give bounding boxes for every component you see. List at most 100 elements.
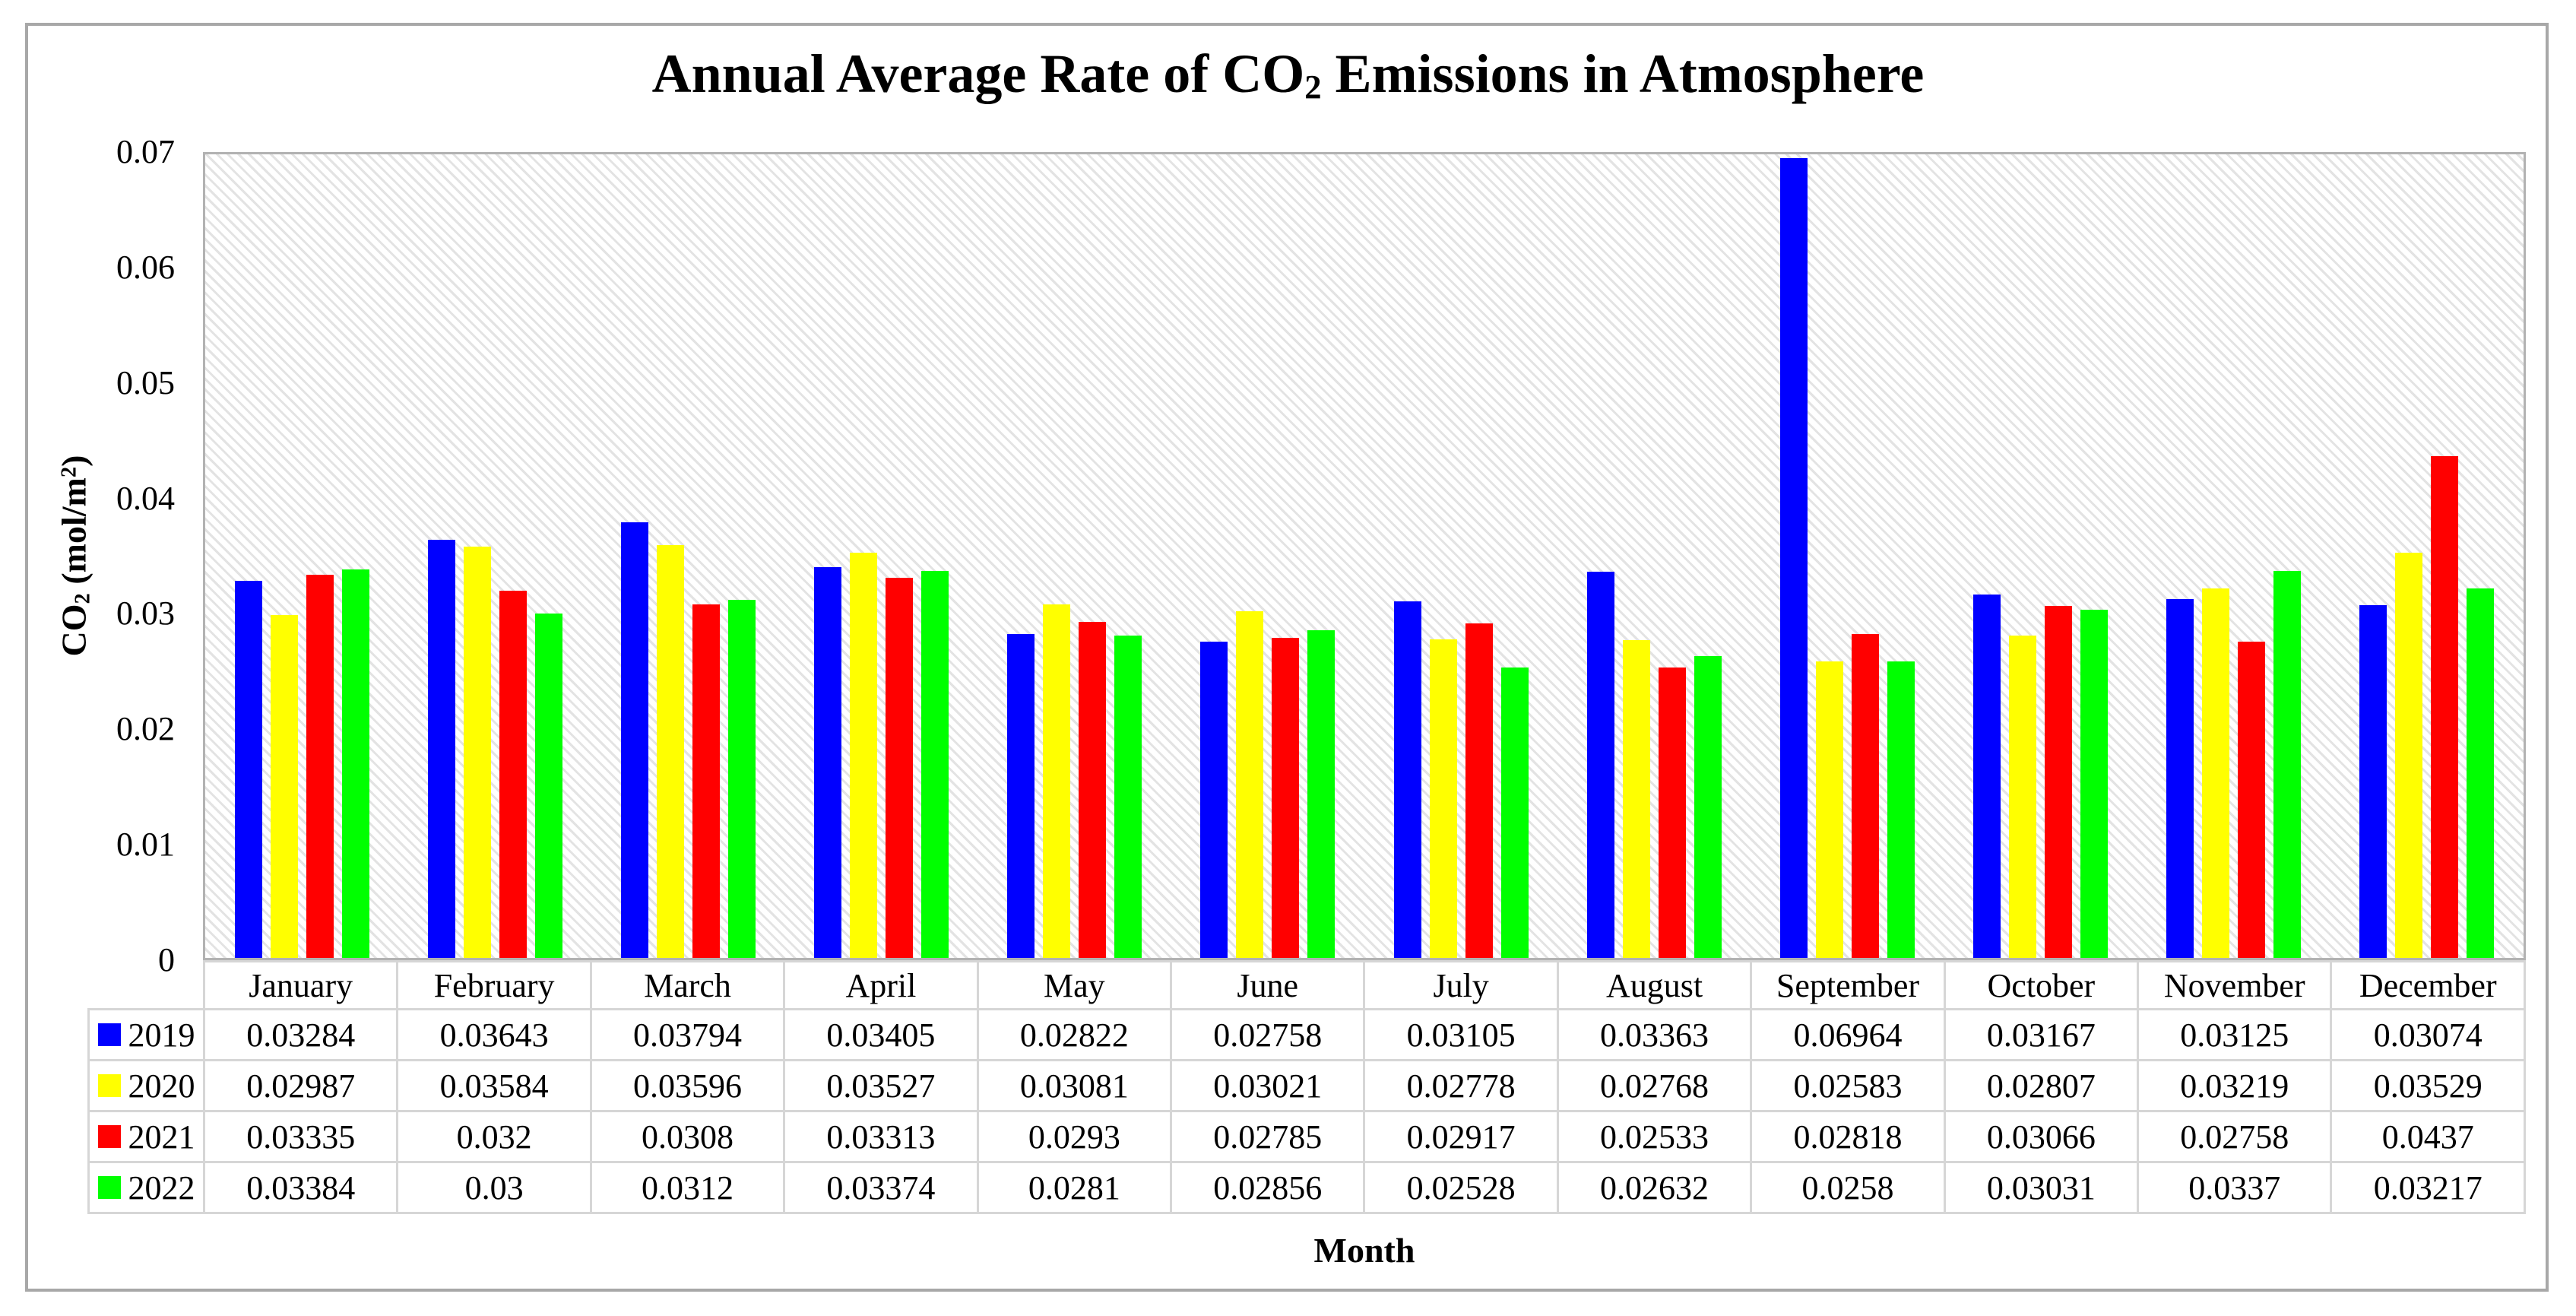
- data-table-body: January February March April May June July Augu…: [87, 960, 2526, 1214]
- bar-2022-december: [2467, 588, 2495, 958]
- bar-2020-february: [463, 546, 491, 958]
- value-cell: 0.032: [396, 1110, 592, 1163]
- bar-2021-august: [1658, 667, 1686, 958]
- bar-2021-october: [2045, 606, 2073, 958]
- value-cell: 0.0281: [976, 1161, 1173, 1214]
- bar-2019-july: [1393, 601, 1421, 958]
- bar-2019-may: [1007, 633, 1035, 958]
- bar-2021-september: [1851, 634, 1879, 958]
- year-key-wrap: 2019: [91, 1016, 202, 1054]
- value-cell: 0.03: [396, 1161, 592, 1214]
- value-cell: 0.03031: [1943, 1161, 2140, 1214]
- month-header-cell: December: [2330, 960, 2526, 1010]
- bar-2021-december: [2431, 456, 2459, 958]
- value-cell: 0.03105: [1363, 1008, 1559, 1061]
- bar-2021-june: [1272, 638, 1300, 958]
- bar-2022-september: [1887, 661, 1915, 958]
- y-axis-tick-label: 0.04: [116, 479, 175, 517]
- value-cell: 0.03527: [783, 1059, 979, 1112]
- bar-2019-november: [2166, 599, 2194, 958]
- value-cell: 0.02807: [1943, 1059, 2140, 1112]
- month-header-cell: April: [783, 960, 979, 1010]
- value-cell: 0.02917: [1363, 1110, 1559, 1163]
- value-cell: 0.03217: [2330, 1161, 2526, 1214]
- y-axis-tick-label: 0.01: [116, 826, 175, 864]
- y-axis-title-superscript: 2: [57, 466, 81, 478]
- month-header-row: January February March April May June July Augu…: [88, 960, 2526, 1010]
- bar-2020-april: [850, 553, 878, 958]
- value-cell: 0.03374: [783, 1161, 979, 1214]
- month-header-cell: July: [1363, 960, 1559, 1010]
- year-key-cell: 2021: [87, 1110, 205, 1163]
- value-cell: 0.03066: [1943, 1110, 2140, 1163]
- value-cell: 0.03081: [976, 1059, 1173, 1112]
- value-cell: 0.03284: [202, 1008, 399, 1061]
- bar-2020-may: [1043, 604, 1071, 958]
- bar-2021-february: [499, 590, 527, 958]
- year-key-cell: 2019: [87, 1008, 205, 1061]
- value-cell: 0.03313: [783, 1110, 979, 1163]
- year-label: 2022: [128, 1169, 195, 1207]
- value-cell: 0.06964: [1750, 1008, 1946, 1061]
- value-cell: 0.02533: [1556, 1110, 1753, 1163]
- series-row-2021: 2021 0.03335 0.032 0.0308 0.03313 0.0293 0.027…: [87, 1110, 2526, 1163]
- year-label: 2021: [128, 1118, 195, 1156]
- bar-2022-may: [1114, 635, 1142, 958]
- bar-2020-november: [2202, 588, 2230, 958]
- bar-2019-august: [1586, 572, 1614, 958]
- value-cell: 0.03405: [783, 1008, 979, 1061]
- x-axis-title: Month: [1313, 1231, 1415, 1270]
- bar-2022-june: [1307, 629, 1336, 958]
- bar-2021-may: [1079, 621, 1107, 958]
- bar-2021-march: [692, 604, 720, 958]
- bar-2019-september: [1779, 158, 1808, 958]
- value-cell: 0.02758: [2137, 1110, 2333, 1163]
- month-header-cell: March: [589, 960, 786, 1010]
- value-cell: 0.03584: [396, 1059, 592, 1112]
- bar-2019-december: [2359, 604, 2387, 958]
- bar-group-january: [205, 154, 398, 958]
- bar-2022-august: [1694, 655, 1722, 958]
- bar-2021-november: [2238, 641, 2266, 958]
- bar-group-april: [785, 154, 978, 958]
- bar-group-february: [398, 154, 591, 958]
- year-label: 2019: [128, 1016, 195, 1054]
- y-axis-tick-label: 0.07: [116, 133, 175, 170]
- bar-2022-march: [727, 599, 756, 958]
- month-header-cell: November: [2137, 960, 2333, 1010]
- value-cell: 0.0312: [589, 1161, 786, 1214]
- year-key-wrap: 2020: [91, 1067, 202, 1105]
- month-header-cell: June: [1170, 960, 1366, 1010]
- bar-2020-january: [270, 614, 298, 958]
- bar-2019-april: [814, 566, 842, 958]
- bar-2020-march: [656, 545, 684, 958]
- month-header-cell: February: [396, 960, 592, 1010]
- month-header-cell: May: [976, 960, 1173, 1010]
- series-row-2019: 2019 0.03284 0.03643 0.03794 0.03405 0.02822 0…: [87, 1008, 2526, 1061]
- bar-2022-january: [341, 569, 369, 958]
- plot-area: [203, 152, 2526, 960]
- value-cell: 0.02583: [1750, 1059, 1946, 1112]
- value-cell: 0.02856: [1170, 1161, 1366, 1214]
- value-cell: 0.03384: [202, 1161, 399, 1214]
- legend-swatch-2019: [97, 1023, 121, 1046]
- series-row-2022: 2022 0.03384 0.03 0.0312 0.03374 0.0281 0.0285…: [87, 1161, 2526, 1214]
- value-cell: 0.02758: [1170, 1008, 1366, 1061]
- value-cell: 0.02632: [1556, 1161, 1753, 1214]
- value-cell: 0.03219: [2137, 1059, 2333, 1112]
- bar-2020-june: [1236, 610, 1264, 958]
- value-cell: 0.0258: [1750, 1161, 1946, 1214]
- bar-group-september: [1751, 154, 1944, 958]
- value-cell: 0.02818: [1750, 1110, 1946, 1163]
- y-axis-title-text-3: ): [54, 455, 93, 467]
- year-key-wrap: 2022: [91, 1169, 202, 1207]
- bar-2022-april: [921, 570, 949, 958]
- y-axis-tick-label: 0.05: [116, 363, 175, 401]
- value-cell: 0.0337: [2137, 1161, 2333, 1214]
- month-header-cell: October: [1943, 960, 2140, 1010]
- bar-2019-march: [620, 522, 648, 958]
- chart-title: Annual Average Rate of CO2 Emissions in …: [0, 42, 2576, 113]
- bar-2022-february: [534, 614, 562, 958]
- value-cell: 0.03021: [1170, 1059, 1366, 1112]
